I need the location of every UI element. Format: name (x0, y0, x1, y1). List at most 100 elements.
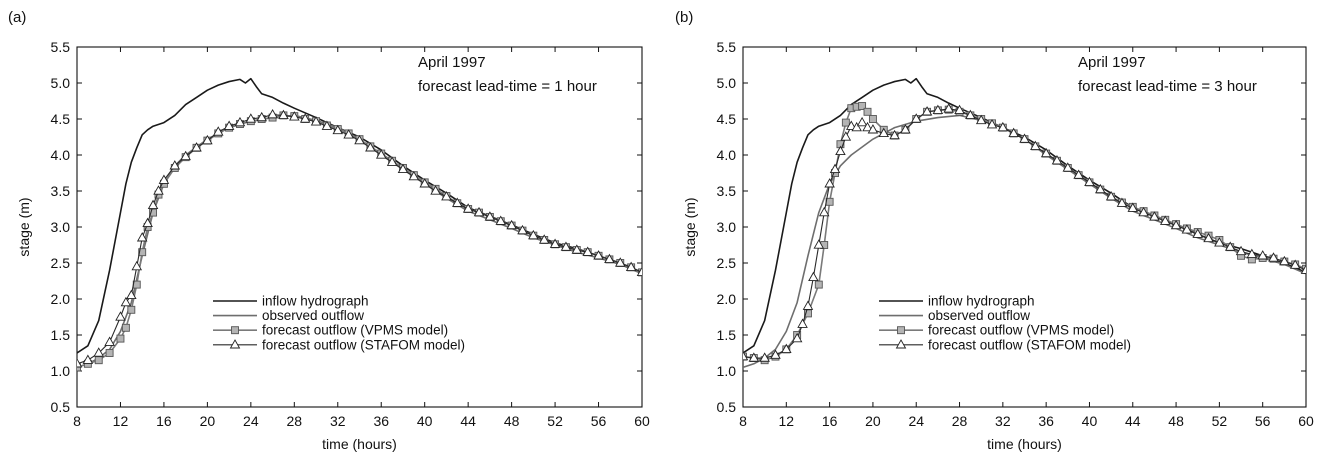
data-point (452, 197, 463, 207)
data-point (770, 349, 781, 359)
x-tick-label: 44 (460, 413, 476, 429)
series-group (77, 77, 642, 372)
data-point (180, 150, 191, 161)
x-tick-label: 48 (1168, 413, 1184, 429)
data-point (169, 160, 181, 170)
data-point (131, 260, 143, 271)
data-point (517, 224, 528, 235)
y-tick-label: 1.5 (51, 327, 71, 343)
data-point (105, 349, 114, 357)
series-group (743, 77, 1306, 369)
data-point (759, 352, 770, 362)
y-tick-label: 5.0 (717, 75, 737, 91)
data-point (138, 248, 147, 257)
data-point (1062, 162, 1074, 172)
data-point (127, 305, 136, 314)
data-point (506, 219, 517, 230)
data-point (212, 126, 224, 136)
data-point (115, 311, 126, 321)
data-point (1149, 211, 1160, 221)
legend-label-2: forecast outflow (VPMS model) (928, 323, 1114, 338)
data-point (354, 134, 365, 145)
data-point (900, 124, 911, 134)
data-point (153, 185, 164, 195)
x-tick-label: 52 (1212, 413, 1228, 429)
data-point (1084, 176, 1095, 187)
data-point (121, 323, 130, 332)
data-point (1170, 219, 1182, 230)
x-tick-label: 28 (952, 413, 968, 429)
data-point (191, 142, 202, 152)
y-tick-label: 0.5 (717, 399, 737, 415)
x-tick-label: 52 (547, 413, 563, 429)
data-point (1040, 147, 1052, 158)
data-point (625, 261, 637, 271)
data-point (1008, 127, 1019, 138)
data-point (473, 206, 485, 217)
data-point (804, 309, 812, 318)
data-point (234, 116, 246, 127)
data-point (965, 109, 976, 120)
data-point (921, 106, 933, 116)
y-tick-label: 5.5 (717, 39, 737, 55)
data-point (310, 116, 322, 126)
data-point (365, 142, 376, 152)
data-point (975, 114, 987, 125)
data-point (835, 145, 846, 156)
data-point (889, 129, 900, 140)
y-tick-label: 3.5 (717, 183, 737, 199)
data-point (582, 246, 593, 256)
y-tick-label: 1.0 (51, 363, 71, 379)
data-point (267, 108, 278, 119)
data-point (818, 206, 830, 217)
annotation-event: April 1997 (1078, 54, 1146, 71)
data-point (1116, 197, 1128, 207)
annotation-event: April 1997 (418, 54, 486, 71)
x-tick-label: 20 (200, 413, 216, 429)
legend-label-0: inflow hydrograph (928, 294, 1035, 309)
data-point (1224, 241, 1236, 251)
data-point (93, 347, 105, 357)
data-point (932, 104, 944, 115)
data-point (94, 356, 103, 365)
data-point (808, 271, 819, 282)
data-point (441, 191, 452, 201)
legend-marker-2 (231, 326, 239, 335)
data-point (636, 266, 642, 277)
y-tick-label: 3.0 (717, 219, 737, 235)
y-tick-label: 3.5 (51, 183, 71, 199)
legend-marker-3 (229, 339, 241, 349)
data-point (1214, 237, 1225, 247)
data-point (104, 336, 115, 346)
data-point (419, 178, 430, 188)
x-tick-label: 56 (1255, 413, 1271, 429)
data-point (1192, 228, 1203, 238)
data-point (851, 121, 862, 132)
y-tick-label: 4.0 (717, 147, 737, 163)
data-point (116, 334, 125, 343)
x-tick-label: 60 (634, 413, 650, 429)
panel-label: (b) (675, 9, 693, 26)
data-point (997, 121, 1009, 132)
plot-frame (742, 46, 1307, 408)
data-point (1159, 215, 1171, 225)
data-point (1051, 155, 1063, 165)
legend-marker-3 (895, 339, 907, 349)
y-tick-label: 4.5 (51, 111, 71, 127)
x-tick-label: 40 (1082, 413, 1098, 429)
data-point (614, 257, 626, 267)
x-tick-label: 60 (1298, 413, 1314, 429)
data-point (862, 121, 873, 132)
data-point (841, 118, 850, 127)
x-tick-label: 36 (1038, 413, 1054, 429)
data-point (1181, 224, 1193, 234)
plot-frame (76, 46, 643, 408)
data-point (136, 232, 148, 242)
data-point (797, 318, 808, 328)
data-point (386, 156, 398, 166)
data-point (829, 163, 841, 174)
data-point (289, 111, 300, 121)
data-point (77, 358, 83, 368)
